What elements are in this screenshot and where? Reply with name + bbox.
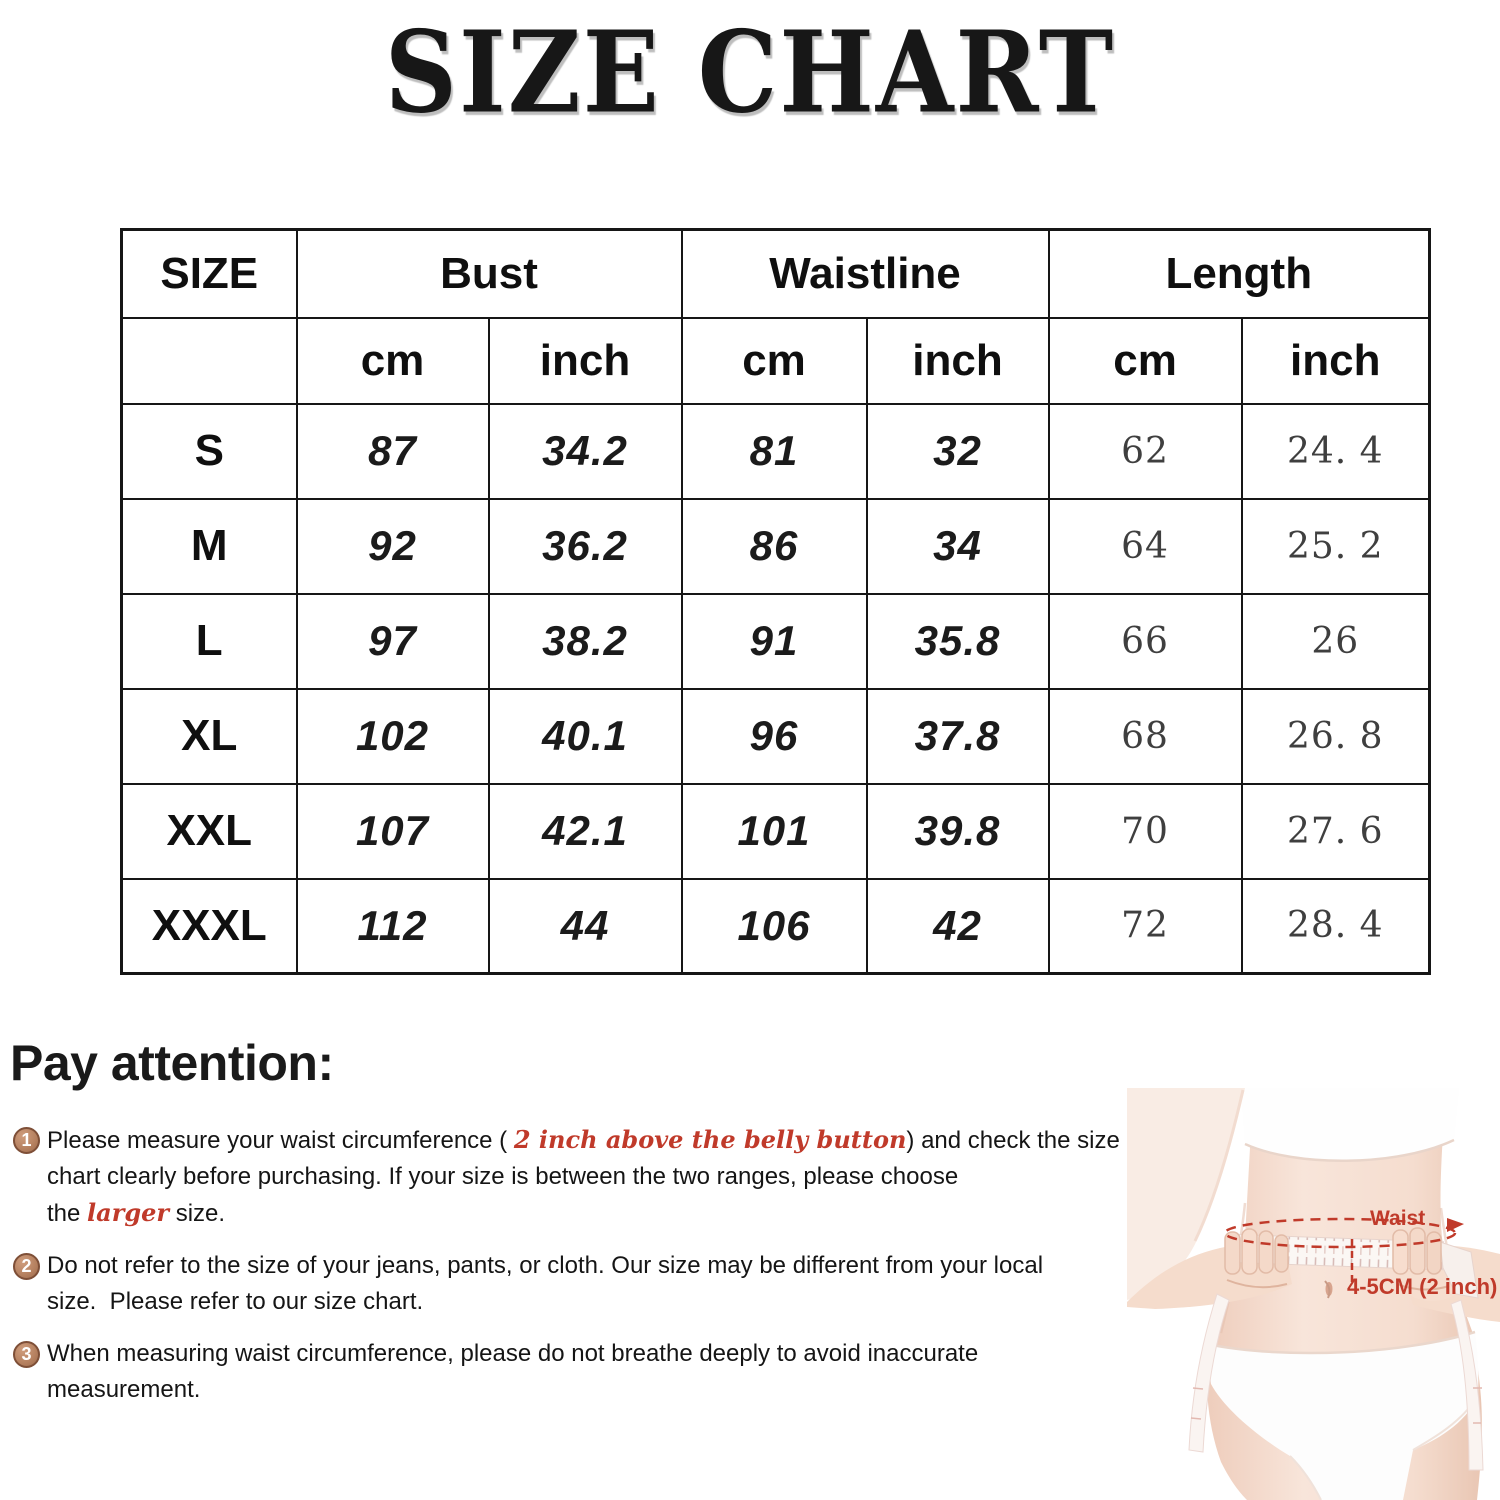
table-cell: 44 bbox=[487, 877, 683, 975]
measurement-label: 4-5CM (2 inch) bbox=[1347, 1274, 1497, 1299]
waist-measurement-photo: Waist 4-5CM (2 inch) bbox=[1127, 1088, 1500, 1500]
table-row: XXXL 112 44 106 42 72 28. 4 bbox=[120, 877, 1431, 975]
table-cell: L bbox=[120, 592, 298, 690]
table-cell: 26. 8 bbox=[1240, 687, 1431, 785]
table-cell: 32 bbox=[865, 402, 1050, 500]
tape-strip-marks bbox=[1190, 1387, 1482, 1424]
item-text: Do not refer to the size of your jeans, … bbox=[47, 1252, 1044, 1315]
unit-bust-cm: cm bbox=[295, 316, 490, 405]
table-cell: 91 bbox=[680, 592, 868, 690]
unit-waist-cm: cm bbox=[680, 316, 868, 405]
table-cell: 64 bbox=[1047, 497, 1243, 595]
table-header: SIZE Bust Waistline Length cm inch cm in… bbox=[120, 228, 1431, 405]
table-cell: 81 bbox=[680, 402, 868, 500]
table-cell: 39.8 bbox=[865, 782, 1050, 880]
table-cell: 97 bbox=[295, 592, 490, 690]
table-cell: 42 bbox=[865, 877, 1050, 975]
table-cell: XL bbox=[120, 687, 298, 785]
waist-label: Waist bbox=[1370, 1207, 1425, 1230]
table-row: L 97 38.2 91 35.8 66 26 bbox=[120, 592, 1431, 690]
table-row: XL 102 40.1 96 37.8 68 26. 8 bbox=[120, 687, 1431, 785]
bra bbox=[1241, 1088, 1459, 1163]
col-header-length: Length bbox=[1047, 228, 1431, 319]
unit-empty-cell bbox=[120, 316, 298, 405]
table-cell: 38.2 bbox=[487, 592, 683, 690]
table-cell: 72 bbox=[1047, 877, 1243, 975]
table-cell: 34.2 bbox=[487, 402, 683, 500]
table-cell: 27. 6 bbox=[1240, 782, 1431, 880]
table-cell: 66 bbox=[1047, 592, 1243, 690]
tape-twist-right bbox=[1439, 1241, 1479, 1299]
table-cell: 96 bbox=[680, 687, 868, 785]
table-row: S 87 34.2 81 32 62 24. 4 bbox=[120, 402, 1431, 500]
unit-bust-inch: inch bbox=[487, 316, 683, 405]
table-cell: 68 bbox=[1047, 687, 1243, 785]
pay-attention-heading: Pay attention: bbox=[10, 1035, 334, 1091]
belly-button bbox=[1324, 1280, 1333, 1299]
pay-attention-item: 3 When measuring waist circumference, ple… bbox=[13, 1336, 1213, 1408]
item-text: When measuring waist circumference, plea… bbox=[47, 1340, 979, 1403]
table-group-header-row: SIZE Bust Waistline Length bbox=[120, 228, 1431, 319]
unit-length-inch: inch bbox=[1240, 316, 1431, 405]
table-cell: 102 bbox=[295, 687, 490, 785]
table-cell: XXXL bbox=[120, 877, 298, 975]
unit-waist-inch: inch bbox=[865, 316, 1050, 405]
pay-attention-item: 1 Please measure your waist circumference… bbox=[13, 1122, 1213, 1232]
table-row: XXL 107 42.1 101 39.8 70 27. 6 bbox=[120, 782, 1431, 880]
table-cell: XXL bbox=[120, 782, 298, 880]
table-cell: S bbox=[120, 402, 298, 500]
table-cell: M bbox=[120, 497, 298, 595]
waist-annotation: Waist 4-5CM (2 inch) bbox=[1223, 1207, 1497, 1299]
col-header-waistline: Waistline bbox=[680, 228, 1050, 319]
table-cell: 26 bbox=[1240, 592, 1431, 690]
table-cell: 107 bbox=[295, 782, 490, 880]
table-unit-row: cm inch cm inch cm inch bbox=[120, 316, 1431, 405]
table-cell: 28. 4 bbox=[1240, 877, 1431, 975]
arrow-icon bbox=[1447, 1218, 1464, 1232]
table-cell: 34 bbox=[865, 497, 1050, 595]
panties bbox=[1206, 1330, 1479, 1500]
item-text: Please measure your waist circumference … bbox=[47, 1125, 1120, 1227]
table-cell: 86 bbox=[680, 497, 868, 595]
right-hand bbox=[1392, 1227, 1450, 1291]
table-cell: 35.8 bbox=[865, 592, 1050, 690]
table-cell: 87 bbox=[295, 402, 490, 500]
item-number-badge: 2 bbox=[13, 1253, 40, 1280]
table-cell: 42.1 bbox=[487, 782, 683, 880]
table-cell: 92 bbox=[295, 497, 490, 595]
size-chart-table: SIZE Bust Waistline Length cm inch cm in… bbox=[120, 228, 1432, 975]
pay-attention-item: 2 Do not refer to the size of your jeans,… bbox=[13, 1248, 1213, 1320]
table-body: S 87 34.2 81 32 62 24. 4 M 92 36.2 86 34 64 25. 2 L 97 3… bbox=[120, 402, 1431, 975]
col-header-size: SIZE bbox=[120, 228, 298, 319]
table-cell: 37.8 bbox=[865, 687, 1050, 785]
item-number-badge: 1 bbox=[13, 1127, 40, 1154]
table-cell: 112 bbox=[295, 877, 490, 975]
table-cell: 24. 4 bbox=[1240, 402, 1431, 500]
table-cell: 40.1 bbox=[487, 687, 683, 785]
tape-strip-right bbox=[1450, 1299, 1484, 1471]
col-header-bust: Bust bbox=[295, 228, 683, 319]
pay-attention-list: 1 Please measure your waist circumference… bbox=[13, 1122, 1213, 1424]
unit-length-cm: cm bbox=[1047, 316, 1243, 405]
table-cell: 36.2 bbox=[487, 497, 683, 595]
table-cell: 25. 2 bbox=[1240, 497, 1431, 595]
table-row: M 92 36.2 86 34 64 25. 2 bbox=[120, 497, 1431, 595]
table-cell: 62 bbox=[1047, 402, 1243, 500]
table-cell: 106 bbox=[680, 877, 868, 975]
table-cell: 70 bbox=[1047, 782, 1243, 880]
tape-strip-left bbox=[1188, 1293, 1230, 1453]
table-cell: 101 bbox=[680, 782, 868, 880]
item-number-badge: 3 bbox=[13, 1341, 40, 1368]
page-title: SIZE CHART bbox=[384, 6, 1116, 139]
